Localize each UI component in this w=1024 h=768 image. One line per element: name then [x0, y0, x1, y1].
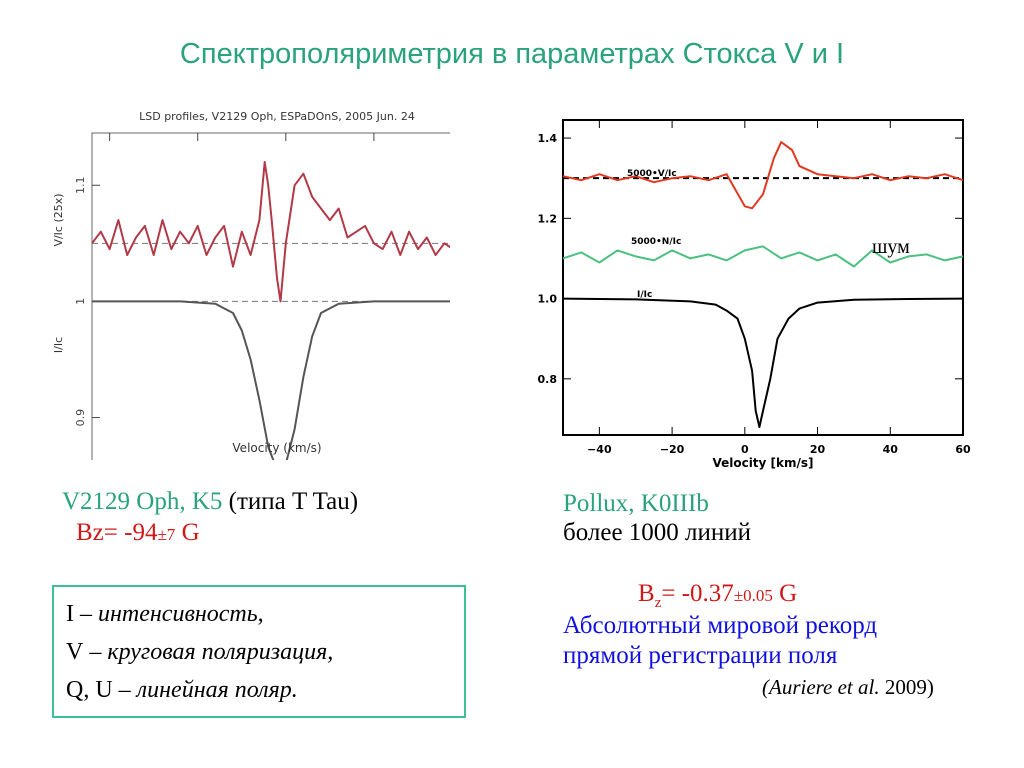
right-lines-count: более 1000 линий — [563, 519, 752, 546]
y-tick-label-0: 0.9 — [74, 409, 87, 427]
legend-qu-text: – линейная поляр. — [112, 677, 298, 703]
right-bz-label: B — [638, 580, 655, 607]
x-tick-label-1: −20 — [660, 443, 685, 456]
left-star-type: (типа T Tau) — [228, 488, 359, 515]
series-line-2 — [562, 297, 964, 428]
reference: (Auriere et al. 2009) — [762, 675, 934, 700]
y-tick-label-3: 1.4 — [538, 132, 558, 145]
chart-left-ylabel-upper: V/Ic (25x) — [52, 193, 65, 246]
series-label-v: 5000•V/Ic — [627, 169, 677, 179]
legend-row-i: I – интенсивность, — [66, 595, 452, 633]
legend-qu-symbol: Q, U — [66, 677, 113, 703]
y-tick-label-1: 1.0 — [538, 293, 558, 306]
left-star-caption: V2129 Oph, K5 (типа T Tau) — [62, 488, 358, 516]
record-line-1: Абсолютный мировой рекорд — [563, 612, 878, 639]
x-tick-label-0: −40 — [587, 443, 612, 456]
right-bz-error: ±0.05 — [733, 586, 773, 605]
series-line-1 — [92, 300, 450, 460]
series-label-n: 5000•N/Ic — [631, 237, 681, 247]
x-tick-label-2: 0 — [741, 443, 749, 456]
x-tick-label-5: 60 — [955, 443, 971, 456]
right-bz: Bz= -0.37±0.05 G — [638, 580, 797, 612]
chart-right-frame — [562, 119, 964, 436]
chart-left-title: LSD profiles, V2129 Oph, ESPaDOnS, 2005 … — [139, 110, 415, 123]
legend-row-v: V – круговая поляризация, — [66, 633, 452, 671]
noise-annotation: шум — [872, 236, 910, 258]
left-bz: Bz= -94±7 G — [76, 519, 200, 547]
chart-right: −40 −20 0 20 40 60 0.8 1.0 1.2 1.4 Velocity [km/s… — [538, 119, 971, 470]
y-tick-label-2: 1.1 — [74, 177, 87, 195]
stokes-legend-box: I – интенсивность, V – круговая поляриза… — [52, 585, 466, 718]
chart-left-frame — [91, 132, 450, 460]
legend-v-text: – круговая поляризация, — [83, 639, 334, 665]
series-line-1 — [562, 245, 964, 268]
chart-left-ylabel-lower: I/Ic — [52, 337, 65, 353]
left-bz-unit: G — [175, 519, 200, 546]
left-bz-value: = -94 — [103, 519, 158, 546]
series-label-i: I/Ic — [637, 290, 652, 300]
chart-left: LSD profiles, V2129 Oph, ESPaDOnS, 2005 … — [52, 110, 450, 460]
slide-title: Спектрополяриметрия в параметрах Стокса … — [179, 38, 845, 70]
legend-i-symbol: I — [66, 601, 74, 627]
y-tick-label-1: 1 — [74, 298, 87, 305]
left-bz-error: ±7 — [157, 525, 176, 544]
right-bz-subscript: z — [654, 595, 662, 611]
series-line-0 — [91, 161, 450, 303]
y-tick-label-2: 1.2 — [538, 212, 558, 225]
x-tick-label-3: 20 — [810, 443, 826, 456]
right-star-name: Pollux, K0IIIb — [563, 490, 709, 517]
chart-left-xlabel: Velocity (km/s) — [232, 441, 321, 455]
left-star-name: V2129 Oph, K5 — [62, 488, 223, 515]
left-bz-label: Bz — [76, 519, 104, 546]
legend-v-symbol: V — [66, 639, 84, 665]
reference-year: 2009) — [879, 675, 934, 699]
right-bz-unit: G — [772, 580, 798, 607]
series-line-0 — [562, 141, 964, 210]
chart-right-xlabel: Velocity [km/s] — [712, 456, 813, 470]
x-tick-label-4: 40 — [883, 443, 899, 456]
right-bz-value: = -0.37 — [661, 580, 734, 607]
legend-row-qu: Q, U – линейная поляр. — [66, 671, 452, 709]
y-tick-label-0: 0.8 — [538, 373, 558, 386]
record-line-2: прямой регистрации поля — [563, 642, 838, 669]
reference-authors: (Auriere et al. — [762, 675, 880, 699]
legend-i-text: – интенсивность, — [74, 601, 264, 627]
